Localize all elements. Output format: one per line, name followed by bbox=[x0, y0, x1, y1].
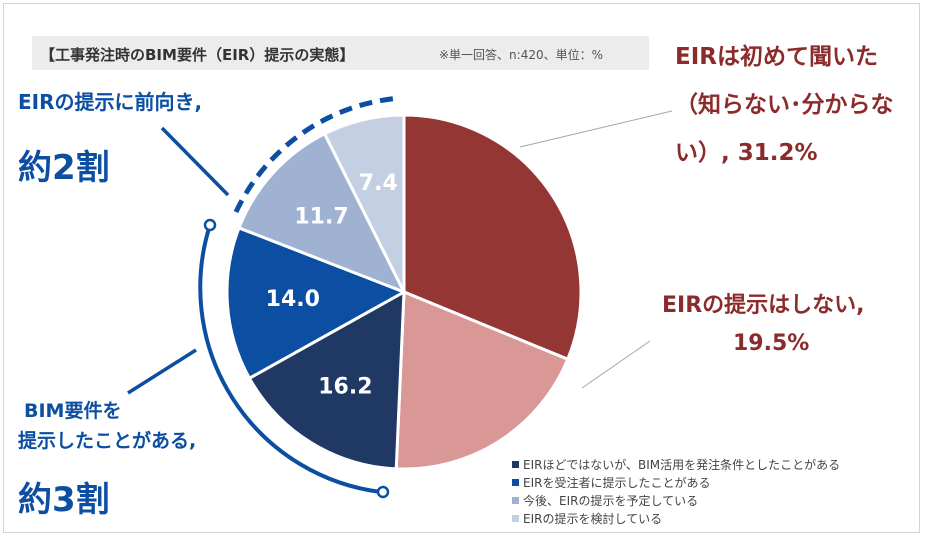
pie-slice-2 bbox=[394, 289, 570, 471]
legend-label: 今後、EIRの提示を予定している bbox=[523, 493, 699, 508]
callout-no-presentation-1: EIRの提示はしない, bbox=[662, 293, 865, 318]
callout-no-presentation-2: 19.5% bbox=[733, 331, 810, 356]
positive-leader-line bbox=[160, 126, 230, 197]
legend-swatch bbox=[512, 460, 519, 468]
callout-presented-text-2: 提示したことがある, bbox=[18, 430, 197, 452]
callout-positive-share: 約2割 bbox=[18, 148, 110, 188]
leader-line-no-presentation bbox=[581, 340, 651, 389]
title-box bbox=[32, 36, 649, 70]
callout-first-heard-1: EIRは初めて聞いた bbox=[675, 44, 878, 70]
slice-labels: 16.2 14.0 11.7 7.4 bbox=[266, 171, 398, 399]
legend-label: EIRほどではないが、BIM活用を発注条件としたことがある bbox=[523, 457, 841, 472]
chart-title: 【工事発注時のBIM要件（EIR）提示の実態】 bbox=[40, 46, 355, 64]
chart-note: ※単一回答、n:420、単位：% bbox=[439, 48, 604, 62]
legend-item: EIRほどではないが、BIM活用を発注条件としたことがある bbox=[512, 455, 840, 473]
slice-label-4: 14.0 bbox=[266, 287, 320, 312]
legend-swatch bbox=[512, 496, 519, 504]
pie-slices bbox=[225, 113, 583, 471]
callout-first-heard-3: い）, 31.2% bbox=[675, 140, 818, 166]
legend-item: EIRを受注者に提示したことがある bbox=[512, 473, 840, 491]
bracket-end-top bbox=[203, 218, 217, 232]
chart-annotations bbox=[127, 95, 673, 499]
slice-label-6: 7.4 bbox=[359, 171, 398, 196]
chart-frame bbox=[3, 3, 920, 533]
legend-label: EIRを受注者に提示したことがある bbox=[523, 475, 711, 490]
callout-presented-text-1: BIM要件を bbox=[24, 400, 122, 422]
presented-leader-line bbox=[127, 348, 197, 395]
bracket-end-bottom bbox=[376, 485, 390, 499]
slice-label-5: 11.7 bbox=[294, 205, 348, 230]
legend: EIRほどではないが、BIM活用を発注条件としたことがある EIRを受注者に提示し… bbox=[512, 455, 840, 527]
pie-slice-5 bbox=[237, 131, 408, 295]
leader-line-first-heard bbox=[519, 110, 673, 148]
positive-dashed-arc bbox=[233, 95, 401, 214]
legend-item: EIRの提示を検討している bbox=[512, 509, 840, 527]
legend-swatch bbox=[512, 478, 519, 486]
pie-slice-6 bbox=[322, 113, 406, 293]
pie-slice-3 bbox=[247, 289, 406, 471]
callout-presented-share: 約3割 bbox=[18, 480, 110, 520]
presented-bracket-arc bbox=[198, 224, 382, 494]
callout-positive-text: EIRの提示に前向き, bbox=[18, 90, 203, 114]
legend-swatch bbox=[512, 514, 519, 522]
pie-slice-1 bbox=[402, 113, 583, 362]
callout-first-heard-2: （知らない･分からな bbox=[675, 92, 894, 118]
legend-label: EIRの提示を検討している bbox=[523, 511, 663, 526]
pie-slice-4 bbox=[225, 225, 408, 381]
slice-label-3: 16.2 bbox=[318, 374, 372, 399]
legend-item: 今後、EIRの提示を予定している bbox=[512, 491, 840, 509]
